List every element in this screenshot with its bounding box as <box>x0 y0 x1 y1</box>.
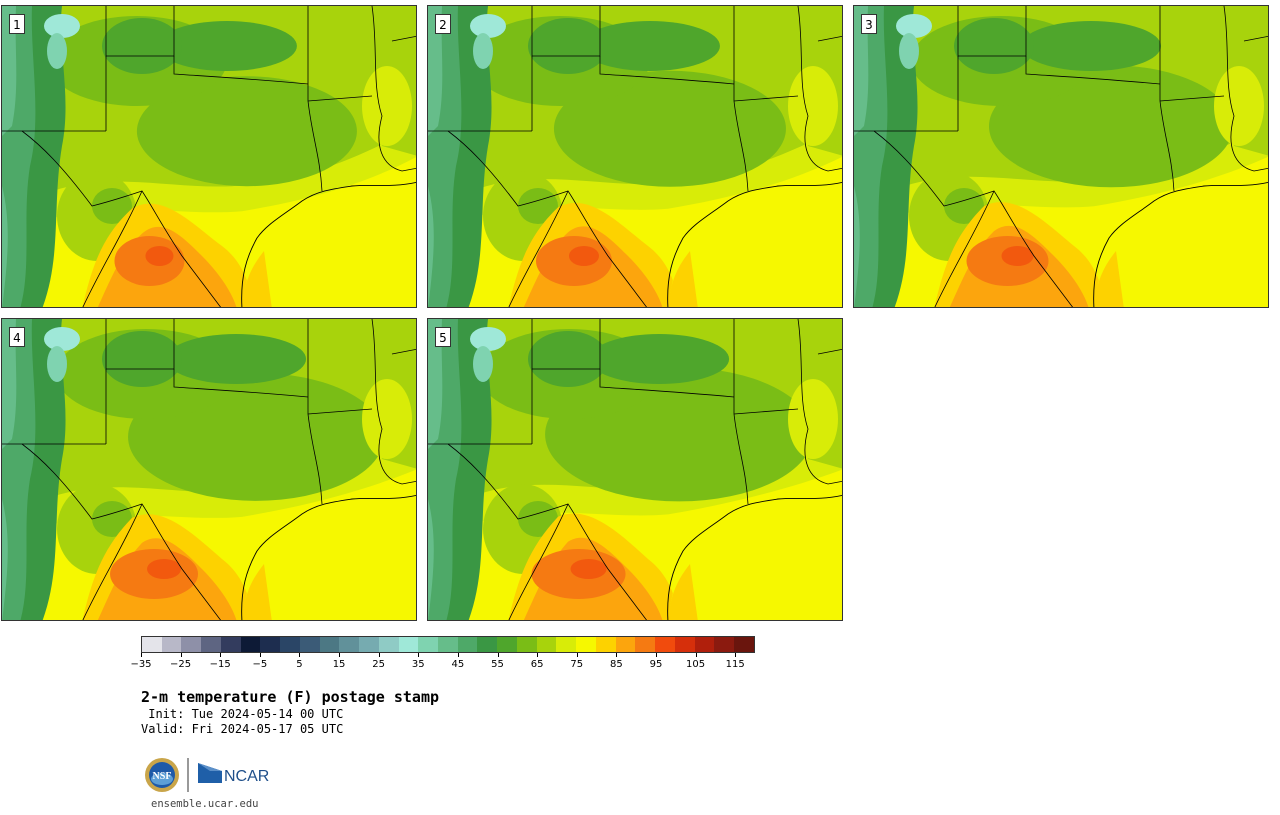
colorbar-tick <box>576 653 578 657</box>
panel-number-label: 1 <box>9 14 25 34</box>
colorbar-swatch <box>142 637 162 652</box>
colorbar-tick-label: 45 <box>451 659 465 670</box>
forecast-panel-4: 4 <box>1 318 417 621</box>
colorbar-tick <box>695 653 697 657</box>
colorbar-tick <box>141 653 142 657</box>
forecast-panel-2: 2 <box>427 5 843 308</box>
colorbar-swatch <box>734 637 754 652</box>
init-time: Init: Tue 2024-05-14 00 UTC <box>141 707 344 721</box>
colorbar-swatch <box>260 637 281 652</box>
ncar-logo-icon: NCAR <box>198 763 269 785</box>
colorbar-swatch <box>438 637 458 652</box>
colorbar-swatch <box>201 637 221 652</box>
colorbar-tick-label: 55 <box>491 659 504 670</box>
colorbar-swatch <box>299 637 320 652</box>
colorbar-swatch <box>457 637 478 652</box>
colorbar-swatch <box>398 637 419 652</box>
colorbar-swatch <box>240 637 261 652</box>
panel-number-label: 3 <box>861 14 877 34</box>
colorbar-swatch <box>359 637 379 652</box>
site-url: ensemble.ucar.edu <box>151 798 259 810</box>
colorbar-tick-label: −35 <box>130 659 152 670</box>
colorbar-tick <box>339 653 341 657</box>
colorbar-swatch <box>714 637 735 652</box>
colorbar-swatch <box>220 637 241 652</box>
colorbar-tick <box>220 653 222 657</box>
colorbar-swatch <box>635 637 656 652</box>
colorbar-tick-label: 85 <box>609 659 623 670</box>
colorbar-tick <box>180 653 182 657</box>
colorbar-swatch <box>536 637 557 652</box>
colorbar-ticks: −35 −25 −15 −5 5 15 25 35 45 55 65 75 85 95 105 115 <box>130 653 755 673</box>
panel-number-label: 4 <box>9 327 25 347</box>
colorbar-tick <box>378 653 380 657</box>
colorbar-swatch <box>378 637 399 652</box>
colorbar-tick-label: 95 <box>649 659 663 670</box>
panel-number-label: 5 <box>435 327 451 347</box>
colorbar-tick-label: 25 <box>372 659 386 670</box>
colorbar-tick-label: −5 <box>252 659 268 670</box>
colorbar-swatch <box>556 637 577 652</box>
colorbar-tick-label: 75 <box>570 659 584 670</box>
colorbar-tick <box>418 653 420 657</box>
colorbar-swatch <box>694 637 715 652</box>
colorbar-tick-label: 115 <box>725 659 745 670</box>
colorbar-tick-label: 15 <box>332 659 346 670</box>
forecast-panel-5: 5 <box>427 318 843 621</box>
colorbar-tick <box>735 653 737 657</box>
colorbar-tick <box>457 653 459 657</box>
panel-number-label: 2 <box>435 14 451 34</box>
colorbar-swatch <box>655 637 675 652</box>
colorbar <box>141 636 755 653</box>
colorbar-swatch <box>319 637 340 652</box>
product-title: 2-m temperature (F) postage stamp <box>141 688 440 706</box>
colorbar-tick-label: 65 <box>530 659 544 670</box>
colorbar-swatch <box>161 637 182 652</box>
colorbar-swatch <box>516 637 537 652</box>
colorbar-tick <box>655 653 657 657</box>
colorbar-tick <box>299 653 301 657</box>
colorbar-swatch <box>576 637 596 652</box>
nsf-text: NSF <box>153 771 172 782</box>
colorbar-swatch <box>339 637 360 652</box>
colorbar-tick <box>497 653 499 657</box>
forecast-panel-3: 3 <box>853 5 1269 308</box>
colorbar-tick-label: −25 <box>170 659 192 670</box>
colorbar-swatch <box>418 637 439 652</box>
colorbar-swatch <box>674 637 695 652</box>
colorbar-swatch <box>615 637 636 652</box>
colorbar-tick-label: 5 <box>296 659 303 670</box>
colorbar-tick <box>537 653 539 657</box>
colorbar-tick <box>259 653 261 657</box>
colorbar-swatch <box>497 637 517 652</box>
colorbar-swatch <box>477 637 498 652</box>
colorbar-swatch <box>280 637 300 652</box>
valid-time: Valid: Fri 2024-05-17 05 UTC <box>141 722 344 736</box>
nsf-logo-icon: NSF <box>145 758 179 792</box>
colorbar-tick <box>616 653 618 657</box>
colorbar-tick-label: 35 <box>411 659 425 670</box>
colorbar-swatch <box>595 637 616 652</box>
forecast-panel-1: 1 <box>1 5 417 308</box>
colorbar-swatch <box>181 637 202 652</box>
colorbar-tick-label: −15 <box>209 659 231 670</box>
ncar-text: NCAR <box>224 768 269 785</box>
logos: NSF NCAR <box>144 757 284 793</box>
colorbar-tick-label: 105 <box>686 659 706 670</box>
